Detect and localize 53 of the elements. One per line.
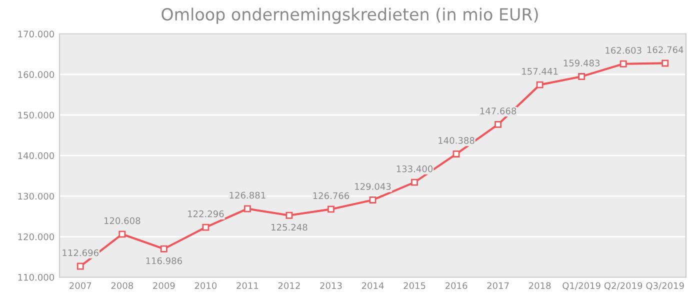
point bbox=[536, 81, 544, 88]
data-label: 147.668 bbox=[480, 108, 516, 114]
data-label: 157.441 bbox=[522, 68, 558, 75]
x-tick-label: 2014 bbox=[362, 282, 384, 290]
x-tick-label: Q3/2019 bbox=[646, 282, 684, 290]
y-tick-label: 140.000 bbox=[18, 152, 54, 160]
x-tick-label: 2016 bbox=[445, 282, 468, 290]
x-tick-label: Q2/2019 bbox=[604, 282, 642, 290]
point bbox=[118, 230, 126, 238]
data-label: 122.296 bbox=[188, 210, 224, 218]
y-tick-label: 160.000 bbox=[18, 71, 54, 78]
point bbox=[452, 150, 460, 158]
x-tick-label: 2018 bbox=[528, 282, 551, 290]
point bbox=[411, 178, 418, 186]
y-tick-label: 110.000 bbox=[18, 274, 54, 281]
point bbox=[369, 196, 376, 204]
data-label: 125.248 bbox=[272, 224, 308, 231]
data-label: 126.881 bbox=[230, 192, 266, 199]
point bbox=[578, 73, 586, 80]
data-label: 162.603 bbox=[606, 46, 642, 54]
x-tick-label: 2012 bbox=[278, 282, 300, 290]
y-tick-label: 170.000 bbox=[18, 30, 54, 38]
data-label: 126.766 bbox=[313, 192, 350, 200]
x-tick-label: 2015 bbox=[404, 282, 426, 290]
data-label: 120.608 bbox=[104, 217, 140, 224]
y-tick-label: 150.000 bbox=[18, 112, 54, 119]
x-tick-label: 2011 bbox=[236, 282, 258, 290]
point bbox=[244, 205, 251, 212]
x-tick-label: Q1/2019 bbox=[562, 282, 600, 290]
point bbox=[494, 120, 502, 128]
x-tick-label: 2008 bbox=[111, 282, 134, 290]
point bbox=[160, 245, 168, 252]
x-tick-label: 2007 bbox=[70, 282, 92, 290]
x-tick-label: 2009 bbox=[153, 282, 175, 290]
data-label: 159.483 bbox=[564, 60, 600, 66]
data-label: 140.388 bbox=[438, 137, 474, 144]
data-label: 133.400 bbox=[396, 165, 433, 172]
point bbox=[202, 224, 210, 231]
x-tick-label: 2017 bbox=[487, 282, 509, 290]
data-label: 129.043 bbox=[355, 183, 391, 190]
x-tick-label: 2013 bbox=[320, 282, 342, 290]
point bbox=[286, 212, 293, 219]
y-tick-label: 130.000 bbox=[18, 192, 54, 200]
x-tick-label: 2010 bbox=[194, 282, 217, 290]
data-label: 112.696 bbox=[62, 249, 98, 256]
point bbox=[620, 60, 627, 68]
data-label: 162.764 bbox=[647, 46, 684, 54]
y-tick-label: 120.000 bbox=[18, 233, 54, 240]
point bbox=[76, 262, 84, 270]
chart-title: Omloop ondernemingskredieten (in mio EUR) bbox=[162, 8, 538, 24]
data-label: 116.986 bbox=[146, 257, 182, 264]
point bbox=[328, 206, 334, 213]
point bbox=[662, 60, 669, 67]
